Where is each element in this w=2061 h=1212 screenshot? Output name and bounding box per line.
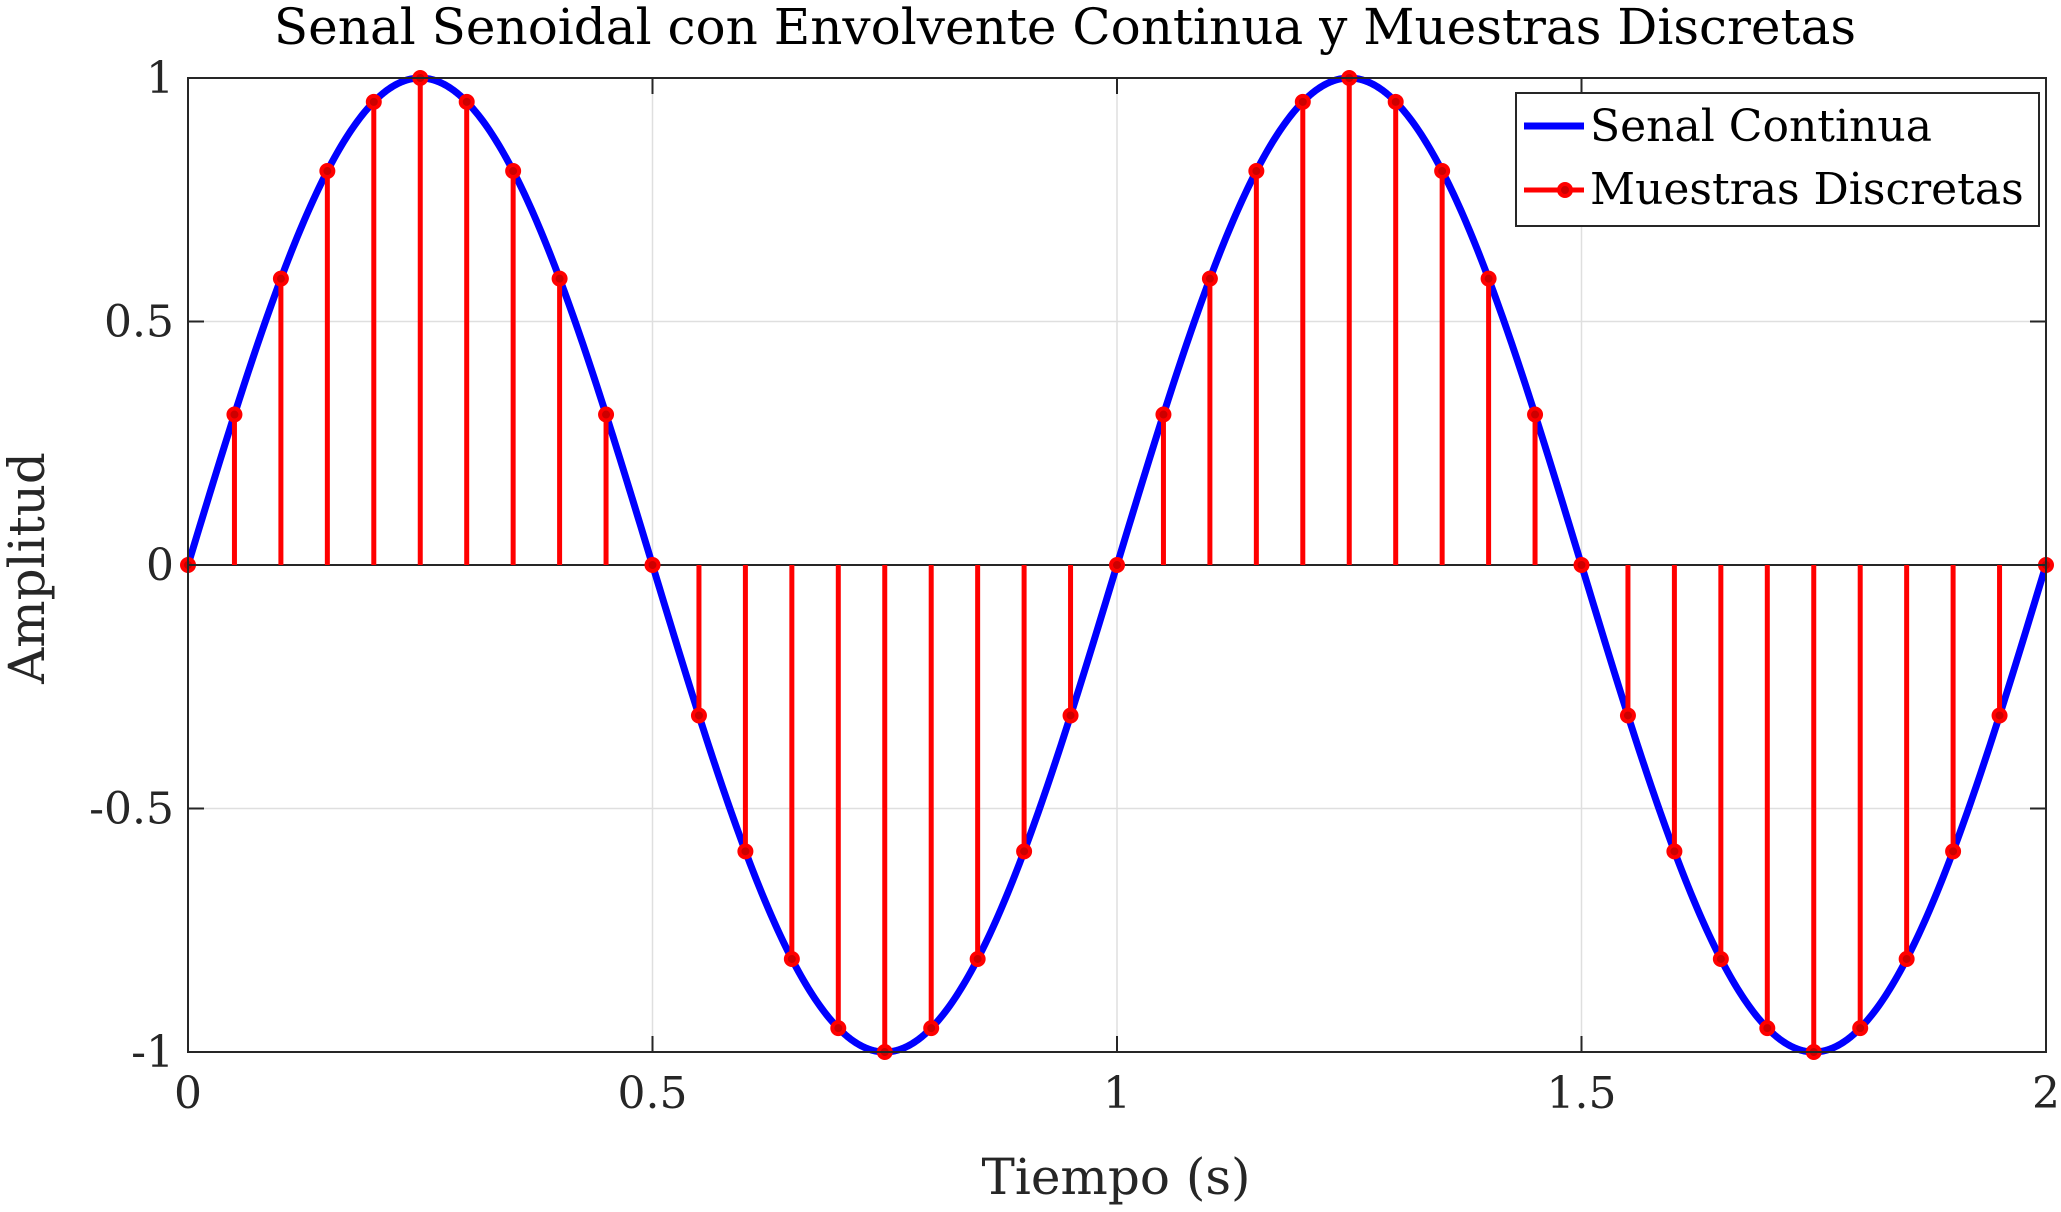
legend-label-continuous: Senal Continua <box>1590 101 1932 152</box>
sample-marker <box>458 93 475 110</box>
sample-marker <box>1155 406 1172 423</box>
sample-marker <box>1619 707 1636 724</box>
sample-marker <box>551 270 568 287</box>
sample-marker <box>1294 93 1311 110</box>
stem-series-layer <box>180 70 2054 1060</box>
legend-box <box>1515 92 2040 227</box>
sample-marker <box>969 950 986 967</box>
sample-marker <box>783 950 800 967</box>
sample-marker <box>1248 163 1265 180</box>
x-axis-title: Tiempo (s) <box>981 1148 1250 1206</box>
legend-swatch-samples-marker <box>1557 182 1573 198</box>
x-tick-label: 0.5 <box>618 1068 688 1119</box>
sample-marker <box>1573 557 1590 573</box>
y-axis-ticks: -1 -0.5 0 0.5 1 <box>89 53 2046 1078</box>
sample-marker <box>1852 1020 1869 1037</box>
sample-marker <box>1712 950 1729 967</box>
sample-marker <box>1201 270 1218 287</box>
sample-marker <box>690 707 707 724</box>
y-tick-label: 0 <box>146 540 174 591</box>
chart-title: Senal Senoidal con Envolvente Continua y… <box>274 0 1856 56</box>
sample-marker <box>226 406 243 423</box>
sample-marker <box>505 163 522 180</box>
y-axis-title: Amplitud <box>0 452 56 685</box>
sample-marker <box>598 406 615 423</box>
x-tick-label: 1.5 <box>1547 1068 1617 1119</box>
y-tick-label: 0.5 <box>104 297 174 348</box>
sample-marker <box>1387 93 1404 110</box>
sample-marker <box>737 843 754 860</box>
sample-marker <box>272 270 289 287</box>
sample-marker <box>1016 843 1033 860</box>
x-tick-label: 0 <box>174 1068 202 1119</box>
x-axis-ticks: 0 0.5 1 1.5 2 <box>174 78 2060 1119</box>
x-tick-label: 2 <box>2032 1068 2060 1119</box>
legend-label-samples: Muestras Discretas <box>1590 164 2024 215</box>
sample-marker <box>1062 707 1079 724</box>
sample-marker <box>830 1020 847 1037</box>
y-tick-label: 1 <box>146 53 174 104</box>
sample-marker <box>1666 843 1683 860</box>
sample-marker <box>1480 270 1497 287</box>
sample-marker <box>1898 950 1915 967</box>
sample-marker <box>1527 406 1544 423</box>
sample-marker <box>644 557 661 573</box>
sample-marker <box>1109 557 1125 573</box>
y-tick-label: -0.5 <box>89 784 174 835</box>
sample-marker <box>1434 163 1451 180</box>
sample-marker <box>1991 707 2008 724</box>
y-tick-label: -1 <box>131 1027 174 1078</box>
sample-marker <box>1759 1020 1776 1037</box>
sample-marker <box>365 93 382 110</box>
sample-marker <box>1945 843 1962 860</box>
sample-marker <box>923 1020 940 1037</box>
legend: Senal Continua Muestras Discretas <box>1515 92 2040 227</box>
sample-marker <box>319 163 336 180</box>
x-tick-label: 1 <box>1103 1068 1131 1119</box>
